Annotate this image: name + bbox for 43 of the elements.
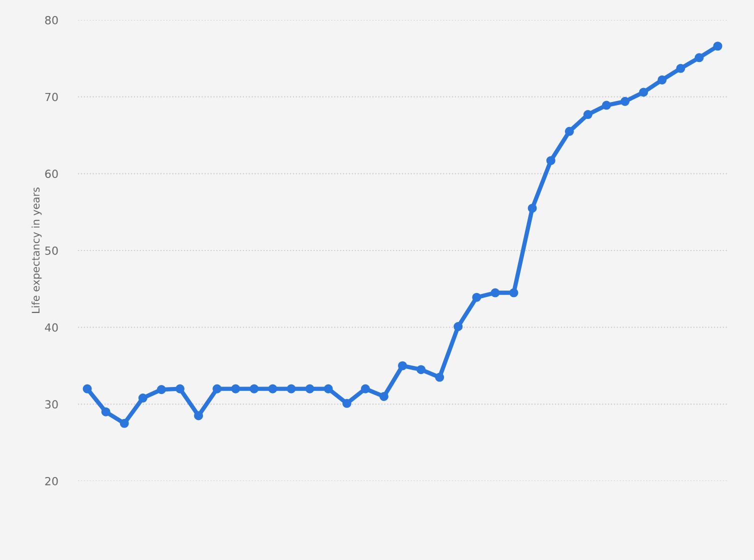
point [324,384,333,394]
y-axis-title: Life expectancy in years [32,188,42,313]
point [305,384,314,394]
point [694,53,704,62]
point [676,64,686,73]
point [231,384,240,394]
point [564,126,574,136]
point [342,398,352,408]
point [379,392,388,401]
point [416,365,426,374]
point [454,322,463,332]
point [175,384,184,394]
point [138,394,148,403]
point [583,110,592,120]
y-tick-label: 50 [45,246,58,255]
point [528,204,537,213]
point [602,100,611,110]
point [82,384,92,394]
point [713,42,722,51]
y-tick-label: 20 [45,476,58,486]
point [472,292,482,302]
point [212,384,222,394]
point [435,372,444,382]
point [268,384,278,394]
y-tick-label: 40 [44,323,58,332]
y-tick-label: 70 [45,92,58,102]
y-tick-label: 80 [45,16,58,24]
y-tick-label: 60 [45,170,58,178]
y-tick-label: 30 [45,400,58,409]
point [658,75,667,84]
point [509,288,518,298]
point [120,418,129,428]
point [490,288,500,298]
point [101,407,110,416]
point [639,88,648,97]
point [286,384,296,394]
point [156,385,166,394]
point [620,96,630,106]
point [360,384,370,394]
point [250,384,259,394]
point [546,156,556,166]
point [398,361,408,370]
point [194,411,204,420]
